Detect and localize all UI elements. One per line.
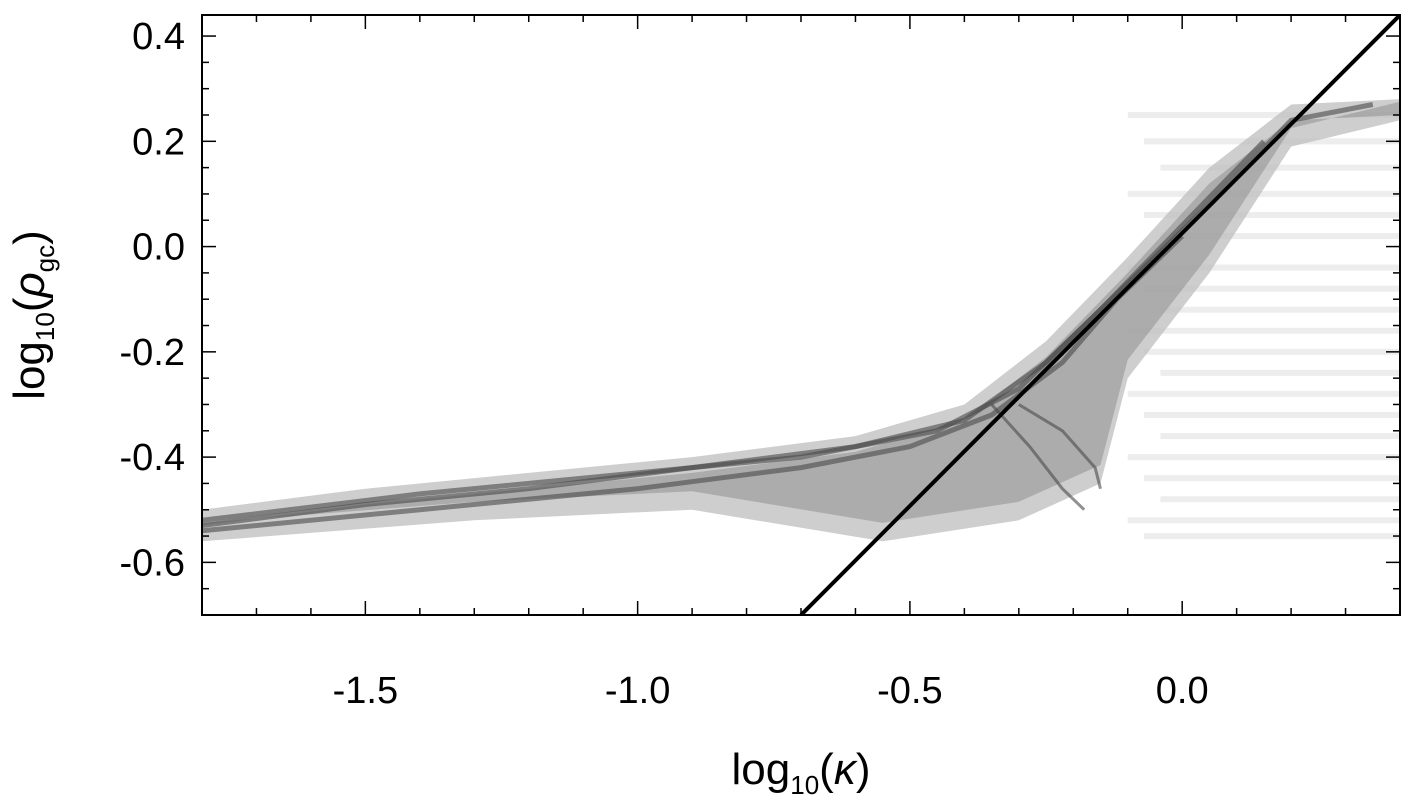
x-tick-label: -1.0 bbox=[605, 670, 670, 712]
density-streak bbox=[1144, 412, 1400, 418]
density-streak bbox=[1127, 264, 1400, 271]
density-streak bbox=[1127, 112, 1400, 118]
density-streak bbox=[1144, 533, 1400, 540]
x-axis-label: log10(κ) bbox=[732, 745, 871, 800]
density-layer bbox=[202, 99, 1400, 542]
density-streak bbox=[1160, 433, 1400, 440]
density-core bbox=[202, 101, 1400, 526]
density-streak bbox=[1160, 233, 1400, 240]
y-tick-label: -0.2 bbox=[120, 332, 185, 374]
density-streak bbox=[1160, 164, 1400, 171]
density-streak bbox=[1144, 212, 1400, 218]
x-tick-label: 0.0 bbox=[1156, 670, 1209, 712]
density-streak bbox=[1127, 454, 1400, 461]
reference-line bbox=[799, 15, 1400, 615]
density-streak bbox=[1127, 190, 1400, 197]
y-axis-label: log10(ρgc) bbox=[5, 230, 60, 400]
density-streak bbox=[1127, 390, 1400, 397]
density-streak bbox=[1144, 475, 1400, 482]
density-streak bbox=[1144, 348, 1400, 355]
y-tick-label: 0.2 bbox=[132, 121, 185, 163]
density-streak bbox=[1144, 285, 1400, 292]
density-ridge bbox=[202, 234, 1184, 534]
density-ridge bbox=[202, 139, 1266, 523]
x-tick-label: -1.5 bbox=[333, 670, 398, 712]
density-ridge bbox=[1018, 403, 1102, 490]
y-tick-label: -0.4 bbox=[120, 437, 185, 479]
tick-labels: -1.5 -1.0 -0.5 0.0 -0.6 -0.4 -0.2 0.0 0.2 0.4 bbox=[120, 16, 1209, 712]
density-streak bbox=[1127, 327, 1400, 334]
y-tick-label: 0.4 bbox=[132, 16, 185, 58]
ticks-layer bbox=[201, 15, 1401, 616]
density-ridge bbox=[990, 403, 1086, 511]
density-streak bbox=[1160, 306, 1400, 313]
reference-line-layer bbox=[799, 15, 1400, 615]
density-streak bbox=[1127, 517, 1400, 524]
y-tick-label: 0.0 bbox=[132, 227, 185, 269]
x-tick-label: -0.5 bbox=[877, 670, 942, 712]
density-streak bbox=[1160, 369, 1400, 376]
y-tick-label: -0.6 bbox=[120, 542, 185, 584]
density-streak bbox=[1160, 496, 1400, 503]
